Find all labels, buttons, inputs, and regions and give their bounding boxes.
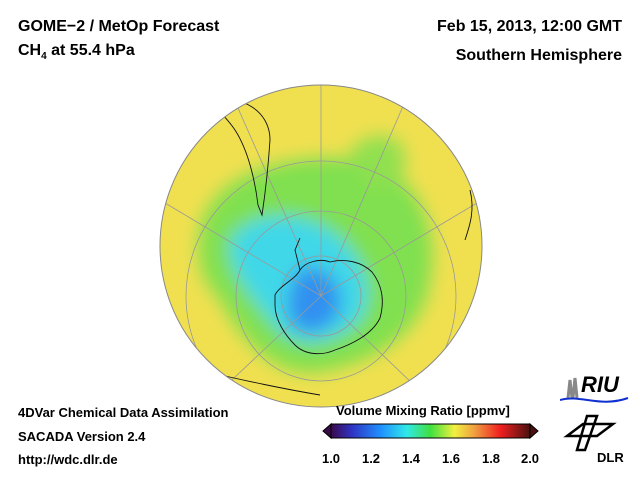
riu-logo-icon <box>560 377 629 403</box>
colorbar-title: Volume Mixing Ratio [ppmv] <box>336 403 510 418</box>
colorbar-tick: 1.2 <box>361 451 381 466</box>
map-subtitle: CH4 at 55.4 hPa <box>18 42 135 62</box>
colorbar-tick: 1.8 <box>481 451 501 466</box>
colorbar-tick: 1.6 <box>441 451 461 466</box>
species-subscript: 4 <box>41 51 47 63</box>
species: CH <box>18 42 42 59</box>
footer-method: 4DVar Chemical Data Assimilation <box>18 405 229 420</box>
footer-version: SACADA Version 2.4 <box>18 429 146 444</box>
forecast-date: Feb 15, 2013, 12:00 GMT <box>437 18 622 35</box>
footer-url[interactable]: http://wdc.dlr.de <box>18 452 118 467</box>
colorbar-tick: 1.4 <box>401 451 421 466</box>
coastlines <box>199 98 473 396</box>
dlr-logo-text: DLR <box>597 450 624 465</box>
colorbar-tick: 1.0 <box>321 451 341 466</box>
hemisphere-label: Southern Hemisphere <box>455 47 622 64</box>
dlr-logo-icon <box>563 414 617 452</box>
colorbar-tick: 2.0 <box>520 451 540 466</box>
level: at 55.4 hPa <box>46 42 135 59</box>
colorbar <box>322 422 539 440</box>
ch4-field <box>160 85 482 407</box>
riu-logo-text: RIU <box>581 372 619 397</box>
map-title: GOME−2 / MetOp Forecast <box>18 18 220 35</box>
